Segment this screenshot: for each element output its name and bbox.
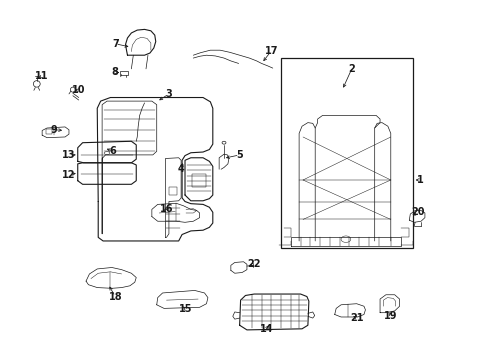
Text: 15: 15 bbox=[179, 304, 192, 314]
Text: 12: 12 bbox=[62, 170, 76, 180]
Text: 2: 2 bbox=[347, 64, 354, 74]
Text: 21: 21 bbox=[349, 313, 363, 323]
Text: 5: 5 bbox=[236, 150, 243, 160]
Text: 10: 10 bbox=[72, 85, 85, 95]
Bar bbox=[120, 71, 128, 75]
Text: 9: 9 bbox=[51, 125, 58, 135]
Bar bbox=[45, 130, 52, 134]
Text: 14: 14 bbox=[259, 324, 273, 334]
Bar bbox=[169, 187, 177, 195]
Text: 4: 4 bbox=[177, 164, 184, 174]
Text: 6: 6 bbox=[109, 146, 116, 156]
Text: 11: 11 bbox=[35, 71, 49, 81]
Text: 1: 1 bbox=[416, 175, 423, 185]
Text: 16: 16 bbox=[160, 204, 173, 214]
Text: 7: 7 bbox=[112, 39, 119, 49]
Text: 13: 13 bbox=[62, 150, 76, 160]
Text: 8: 8 bbox=[112, 67, 119, 77]
Text: 19: 19 bbox=[383, 311, 397, 321]
Text: 20: 20 bbox=[410, 207, 424, 217]
Bar bbox=[281, 58, 412, 248]
Text: 22: 22 bbox=[247, 259, 261, 269]
Text: 18: 18 bbox=[108, 292, 122, 302]
Bar bbox=[192, 174, 205, 187]
Text: 3: 3 bbox=[165, 89, 172, 99]
Text: 17: 17 bbox=[264, 46, 278, 56]
